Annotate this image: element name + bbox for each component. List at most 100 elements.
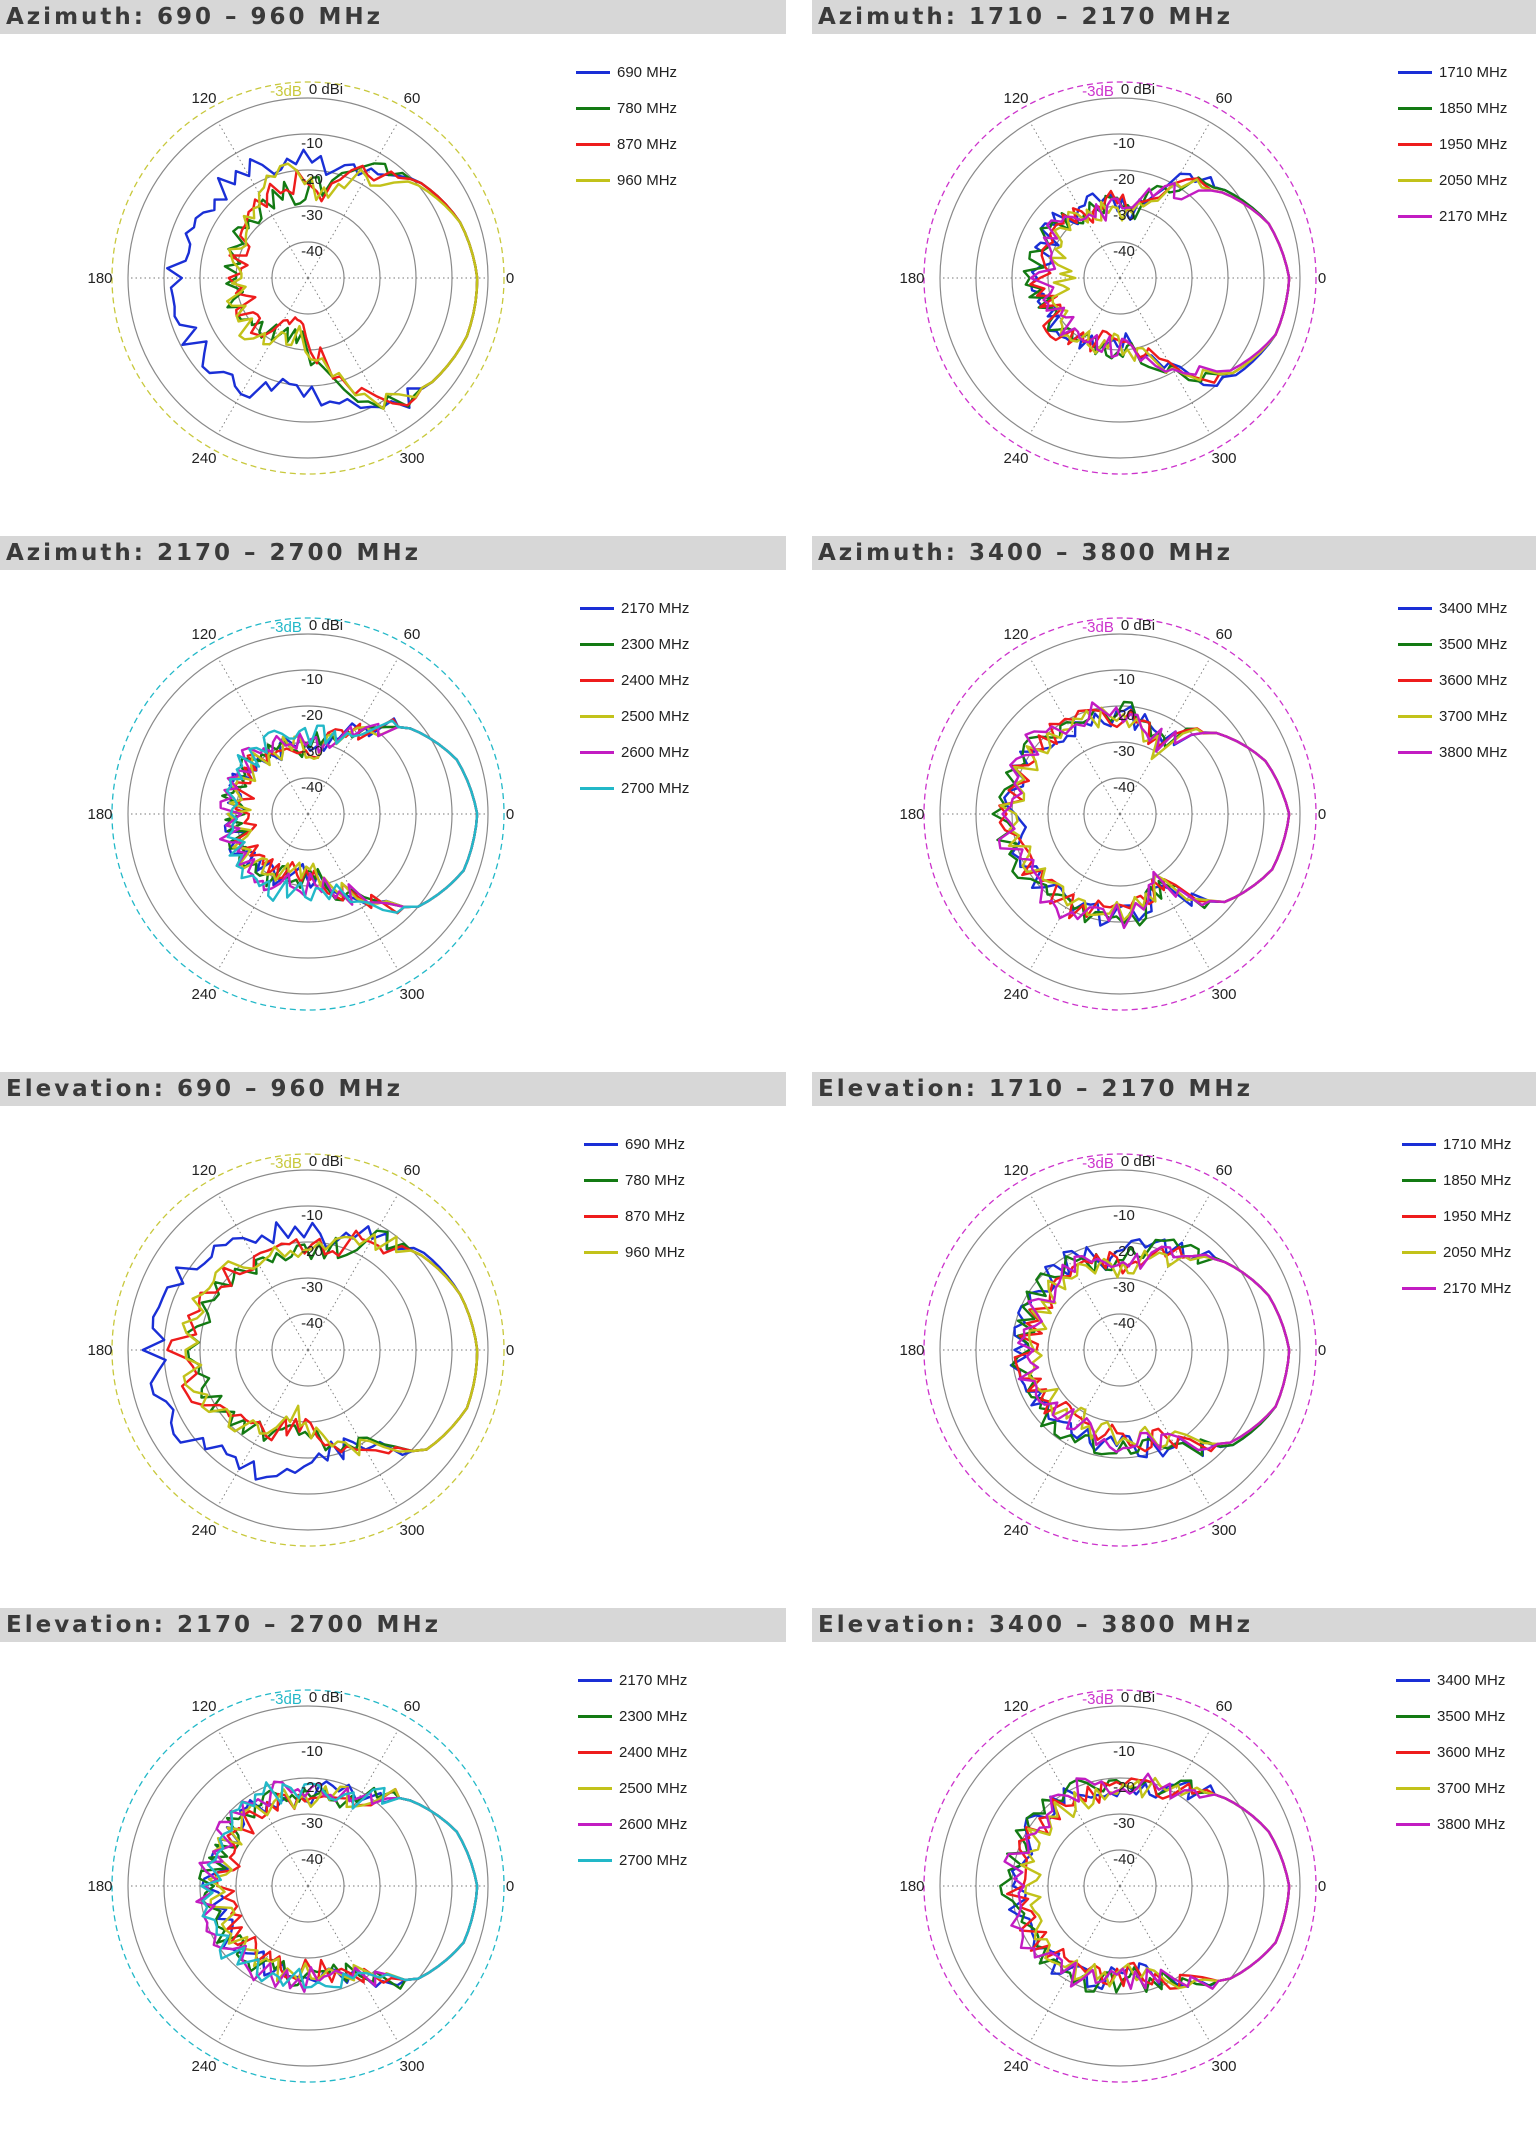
legend: 690 MHz 780 MHz 870 MHz 960 MHz (576, 54, 677, 198)
series-line (1029, 182, 1291, 376)
reference-ring (923, 81, 1317, 475)
polar-ring (127, 1169, 489, 1531)
legend-label: 960 MHz (617, 171, 678, 189)
legend-item: 3400 MHz (1398, 590, 1507, 626)
legend-swatch (580, 642, 614, 646)
legend-swatch (1396, 1678, 1430, 1682)
series-line (1013, 1245, 1291, 1453)
reference-ring-label: -3dB (1082, 619, 1114, 636)
chart-title: Elevation: 3400 – 3800 MHz (812, 1608, 1536, 1642)
polar-plot: 0 dBi -10 -20 -30 -40 -3dB 0 60 120 180 240 300 (899, 1689, 1326, 2083)
legend-swatch (584, 1214, 618, 1218)
legend-item: 2050 MHz (1398, 162, 1507, 198)
radial-tick-label: -10 (301, 1207, 323, 1224)
legend-item: 2300 MHz (578, 1698, 687, 1734)
legend-item: 2500 MHz (580, 698, 689, 734)
polar-ring (939, 633, 1301, 995)
reference-ring-label: -3dB (270, 83, 302, 100)
legend-label: 3700 MHz (1437, 1779, 1506, 1797)
legend-item: 2050 MHz (1402, 1234, 1511, 1270)
polar-plot: 0 dBi -10 -20 -30 -40 -3dB 0 60 120 180 240 300 (87, 1689, 514, 2083)
legend-label: 690 MHz (617, 63, 678, 81)
angle-label: 240 (1003, 2058, 1028, 2075)
series-line (991, 700, 1291, 927)
legend-item: 2400 MHz (578, 1734, 687, 1770)
angle-label: 180 (899, 1342, 924, 1359)
legend-label: 2170 MHz (621, 599, 690, 617)
radial-tick-label: -10 (1113, 135, 1135, 152)
legend-swatch (1398, 678, 1432, 682)
angle-label: 0 (1318, 1342, 1326, 1359)
legend-swatch (580, 786, 614, 790)
legend-label: 3600 MHz (1439, 671, 1508, 689)
polar-chart-panel: Elevation: 2170 – 2700 MHz 0 dBi -10 -20 -3… (0, 1608, 790, 2138)
angle-label: 240 (1003, 450, 1028, 467)
chart-title: Azimuth: 1710 – 2170 MHz (812, 0, 1536, 34)
angle-label: 0 (506, 270, 514, 287)
legend-swatch (576, 70, 610, 74)
legend-swatch (576, 178, 610, 182)
legend-swatch (1398, 142, 1432, 146)
reference-ring (923, 617, 1317, 1011)
legend-swatch (580, 714, 614, 718)
angle-label: 120 (191, 1162, 216, 1179)
legend-swatch (1402, 1214, 1436, 1218)
legend-item: 870 MHz (584, 1198, 685, 1234)
angle-label: 300 (399, 2058, 424, 2075)
series-line (1017, 1245, 1291, 1454)
legend-label: 870 MHz (625, 1207, 686, 1225)
polar-plot: 0 dBi -10 -20 -30 -40 -3dB 0 60 120 180 240 300 (899, 81, 1326, 475)
legend-item: 3700 MHz (1398, 698, 1507, 734)
polar-plot: 0 dBi -10 -20 -30 -40 -3dB 0 60 120 180 240 300 (87, 617, 514, 1011)
radial-tick-label: -40 (1113, 779, 1135, 796)
radial-tick-label: 0 dBi (309, 1153, 343, 1170)
radial-tick-label: -20 (1113, 171, 1135, 188)
chart-title: Elevation: 690 – 960 MHz (0, 1072, 786, 1106)
legend-swatch (576, 142, 610, 146)
legend-label: 2300 MHz (621, 635, 690, 653)
radial-tick-label: -30 (301, 1279, 323, 1296)
angle-label: 180 (87, 1878, 112, 1895)
radial-tick-label: 0 dBi (1121, 1689, 1155, 1706)
legend-item: 3700 MHz (1396, 1770, 1505, 1806)
legend-swatch (1398, 214, 1432, 218)
legend-label: 2600 MHz (621, 743, 690, 761)
radial-tick-label: 0 dBi (1121, 81, 1155, 98)
series-line (198, 1786, 479, 1990)
legend-item: 2600 MHz (578, 1806, 687, 1842)
legend-label: 780 MHz (617, 99, 678, 117)
legend-item: 2170 MHz (578, 1662, 687, 1698)
legend-label: 1950 MHz (1439, 135, 1508, 153)
legend-item: 2400 MHz (580, 662, 689, 698)
series-line (998, 708, 1291, 920)
legend-swatch (1402, 1142, 1436, 1146)
radial-tick-label: -30 (1113, 743, 1135, 760)
legend-item: 3800 MHz (1396, 1806, 1505, 1842)
radial-tick-label: -20 (1113, 1243, 1135, 1260)
chart-title: Azimuth: 3400 – 3800 MHz (812, 536, 1536, 570)
legend-swatch (1396, 1750, 1430, 1754)
legend-swatch (580, 750, 614, 754)
radial-tick-label: -10 (1113, 1207, 1135, 1224)
radial-tick-label: -20 (301, 707, 323, 724)
legend-item: 2600 MHz (580, 734, 689, 770)
legend-item: 780 MHz (576, 90, 677, 126)
legend-swatch (578, 1786, 612, 1790)
legend-label: 2300 MHz (619, 1707, 688, 1725)
polar-spoke (1119, 1349, 1211, 1507)
legend-item: 2170 MHz (580, 590, 689, 626)
legend-item: 1850 MHz (1398, 90, 1507, 126)
angle-label: 120 (191, 626, 216, 643)
angle-label: 300 (1211, 450, 1236, 467)
series-line (233, 718, 479, 915)
polar-ring (127, 1705, 489, 2067)
series-line (1019, 1776, 1291, 1990)
angle-label: 300 (399, 986, 424, 1003)
radial-tick-label: -30 (301, 207, 323, 224)
radial-tick-label: -20 (1113, 707, 1135, 724)
angle-label: 240 (191, 450, 216, 467)
legend-swatch (1402, 1250, 1436, 1254)
legend-label: 2700 MHz (621, 779, 690, 797)
legend-label: 690 MHz (625, 1135, 686, 1153)
legend: 3400 MHz 3500 MHz 3600 MHz 3700 MHz 3800 MHz (1396, 1662, 1505, 1842)
